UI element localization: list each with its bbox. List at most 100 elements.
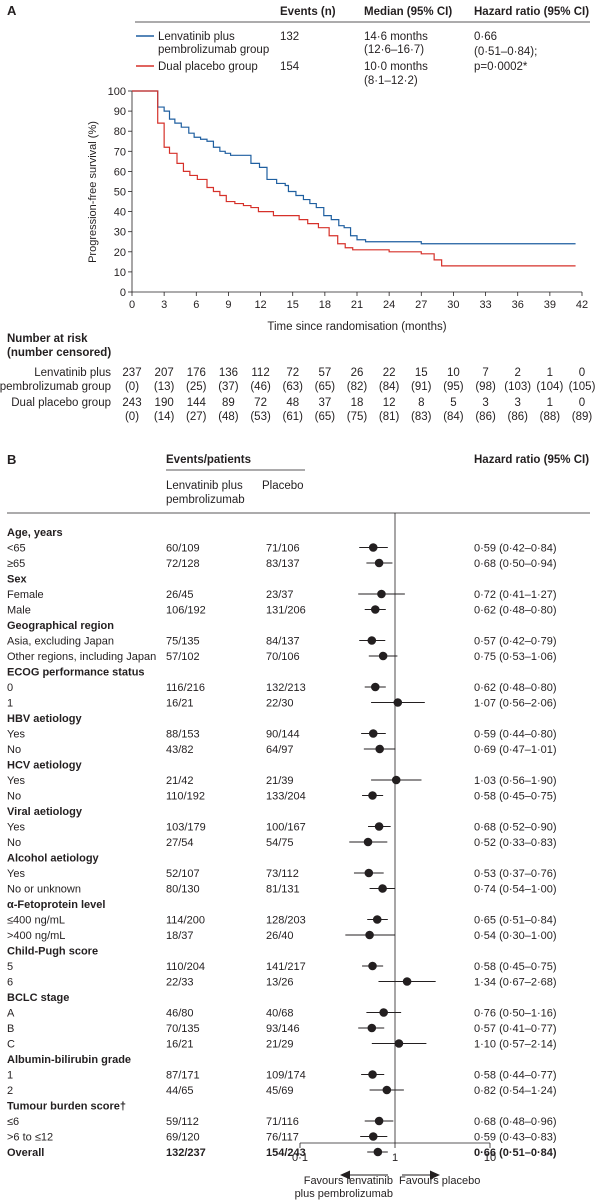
risk-value: 22 xyxy=(383,367,396,379)
forest-events-lenvatinib: 26/45 xyxy=(166,589,194,601)
forest-events-placebo: 71/116 xyxy=(266,1116,299,1128)
km-x-tick-label: 3 xyxy=(161,299,167,311)
km-x-tick-label: 27 xyxy=(415,299,427,311)
legend-events-placebo: 154 xyxy=(280,61,300,73)
forest-hr-text: 0·68 (0·50–0·94) xyxy=(474,558,557,570)
risk-value: 18 xyxy=(351,397,364,409)
risk-value: (84) xyxy=(379,381,400,393)
risk-value: (91) xyxy=(411,381,432,393)
forest-point xyxy=(368,543,378,552)
forest-events-lenvatinib: 59/112 xyxy=(166,1116,199,1128)
risk-value: (104) xyxy=(536,381,563,393)
forest-row-label: 2 xyxy=(7,1085,13,1097)
risk-value: 8 xyxy=(418,397,424,409)
forest-point xyxy=(367,636,377,645)
forest-hr-text: 0·58 (0·45–0·75) xyxy=(474,961,557,973)
panel-a-label: A xyxy=(7,3,17,18)
legend-name-placebo: Dual placebo group xyxy=(158,61,258,73)
risk-value: (82) xyxy=(347,381,368,393)
forest-row-label: Yes xyxy=(7,729,25,741)
forest-row-label: Overall xyxy=(7,1147,44,1159)
forest-events-lenvatinib: 114/200 xyxy=(166,915,205,927)
legend-hr-line-1: 0·66 xyxy=(474,31,497,43)
legend-header-events: Events (n) xyxy=(280,6,336,18)
risk-value: (83) xyxy=(411,411,432,423)
risk-value: 237 xyxy=(122,367,141,379)
forest-hr-text: 0·58 (0·45–0·75) xyxy=(474,791,557,803)
forest-events-placebo: 81/131 xyxy=(266,884,300,896)
forest-point xyxy=(374,1116,384,1126)
km-x-tick-label: 18 xyxy=(319,299,331,311)
forest-hr-text: 0·58 (0·44–0·77) xyxy=(474,1070,557,1082)
forest-row-label: Other regions, including Japan xyxy=(7,651,156,663)
forest-events-lenvatinib: 110/192 xyxy=(166,791,205,803)
risk-value: 7 xyxy=(482,367,488,379)
forest-point xyxy=(374,558,384,568)
forest-events-placebo: 26/40 xyxy=(266,930,294,942)
forest-events-lenvatinib: 44/65 xyxy=(166,1085,194,1097)
forest-events-lenvatinib: 116/216 xyxy=(166,682,205,694)
km-y-tick-label: 70 xyxy=(114,146,126,158)
forest-header-col1-2: pembrolizumab xyxy=(166,494,245,506)
km-y-tick-label: 20 xyxy=(114,247,126,259)
forest-hr-text: 0·62 (0·48–0·80) xyxy=(474,682,557,694)
legend-hr-line-3: p=0·0002* xyxy=(474,61,528,73)
forest-point xyxy=(375,744,384,754)
forest-point xyxy=(391,775,401,785)
risk-value: 15 xyxy=(415,367,428,379)
forest-events-lenvatinib: 75/135 xyxy=(166,636,200,648)
risk-row-label: Lenvatinib plus xyxy=(34,367,111,379)
risk-value: 89 xyxy=(222,397,235,409)
forest-header-col1-1: Lenvatinib plus xyxy=(166,480,243,492)
forest-events-lenvatinib: 46/80 xyxy=(166,1008,194,1020)
legend-median-lenvatinib-1: 14·6 months xyxy=(364,31,428,43)
forest-events-placebo: 23/37 xyxy=(266,589,294,601)
risk-value: 112 xyxy=(251,367,269,379)
legend-header-hr: Hazard ratio (95% CI) xyxy=(474,6,589,18)
km-x-tick-label: 30 xyxy=(447,299,459,311)
km-x-tick-label: 12 xyxy=(254,299,266,311)
risk-value: (0) xyxy=(125,381,139,393)
forest-events-placebo: 64/97 xyxy=(266,744,294,756)
risk-value: (89) xyxy=(572,411,593,423)
risk-value: 0 xyxy=(579,397,585,409)
forest-hr-text: 0·57 (0·42–0·79) xyxy=(474,636,557,648)
risk-row-label: Dual placebo group xyxy=(11,397,111,409)
forest-row-label: ≤400 ng/mL xyxy=(7,915,65,927)
forest-row-label: ≥65 xyxy=(7,558,25,570)
forest-point xyxy=(367,1023,377,1033)
forest-events-lenvatinib: 18/37 xyxy=(166,930,194,942)
forest-events-placebo: 93/146 xyxy=(266,1023,300,1035)
km-curves xyxy=(132,90,576,267)
forest-hr-text: 0·75 (0·53–1·06) xyxy=(474,651,557,663)
km-y-tick-label: 90 xyxy=(114,106,126,118)
risk-value: (86) xyxy=(507,411,528,423)
forest-subgroup-heading: Geographical region xyxy=(7,620,114,632)
forest-row-label: Female xyxy=(7,589,44,601)
legend-median-placebo-1: 10·0 months xyxy=(364,61,428,73)
risk-value: (65) xyxy=(315,411,336,423)
risk-value: 207 xyxy=(155,367,174,379)
forest-events-lenvatinib: 16/21 xyxy=(166,698,194,710)
km-y-tick-label: 100 xyxy=(108,86,126,98)
forest-events-lenvatinib: 57/102 xyxy=(166,651,200,663)
forest-hr-text: 0·52 (0·33–0·83) xyxy=(474,837,557,849)
favours-left-2: plus pembrolizumab xyxy=(295,1188,393,1200)
risk-value: (63) xyxy=(282,381,303,393)
risk-value: (65) xyxy=(315,381,336,393)
forest-point xyxy=(365,930,374,940)
risk-value: (48) xyxy=(218,411,239,423)
forest-events-placebo: 100/167 xyxy=(266,822,306,834)
forest-point xyxy=(370,682,380,692)
forest-row-label: 1 xyxy=(7,698,13,710)
forest-row-label: Male xyxy=(7,605,31,617)
forest-events-lenvatinib: 16/21 xyxy=(166,1039,194,1051)
forest-point xyxy=(363,837,373,847)
forest-point xyxy=(373,1147,383,1157)
forest-row-label: <65 xyxy=(7,543,26,555)
forest-point xyxy=(379,1008,388,1017)
forest-header-hr: Hazard ratio (95% CI) xyxy=(474,454,589,466)
risk-value: 1 xyxy=(547,397,553,409)
km-x-tick-label: 24 xyxy=(383,299,395,311)
